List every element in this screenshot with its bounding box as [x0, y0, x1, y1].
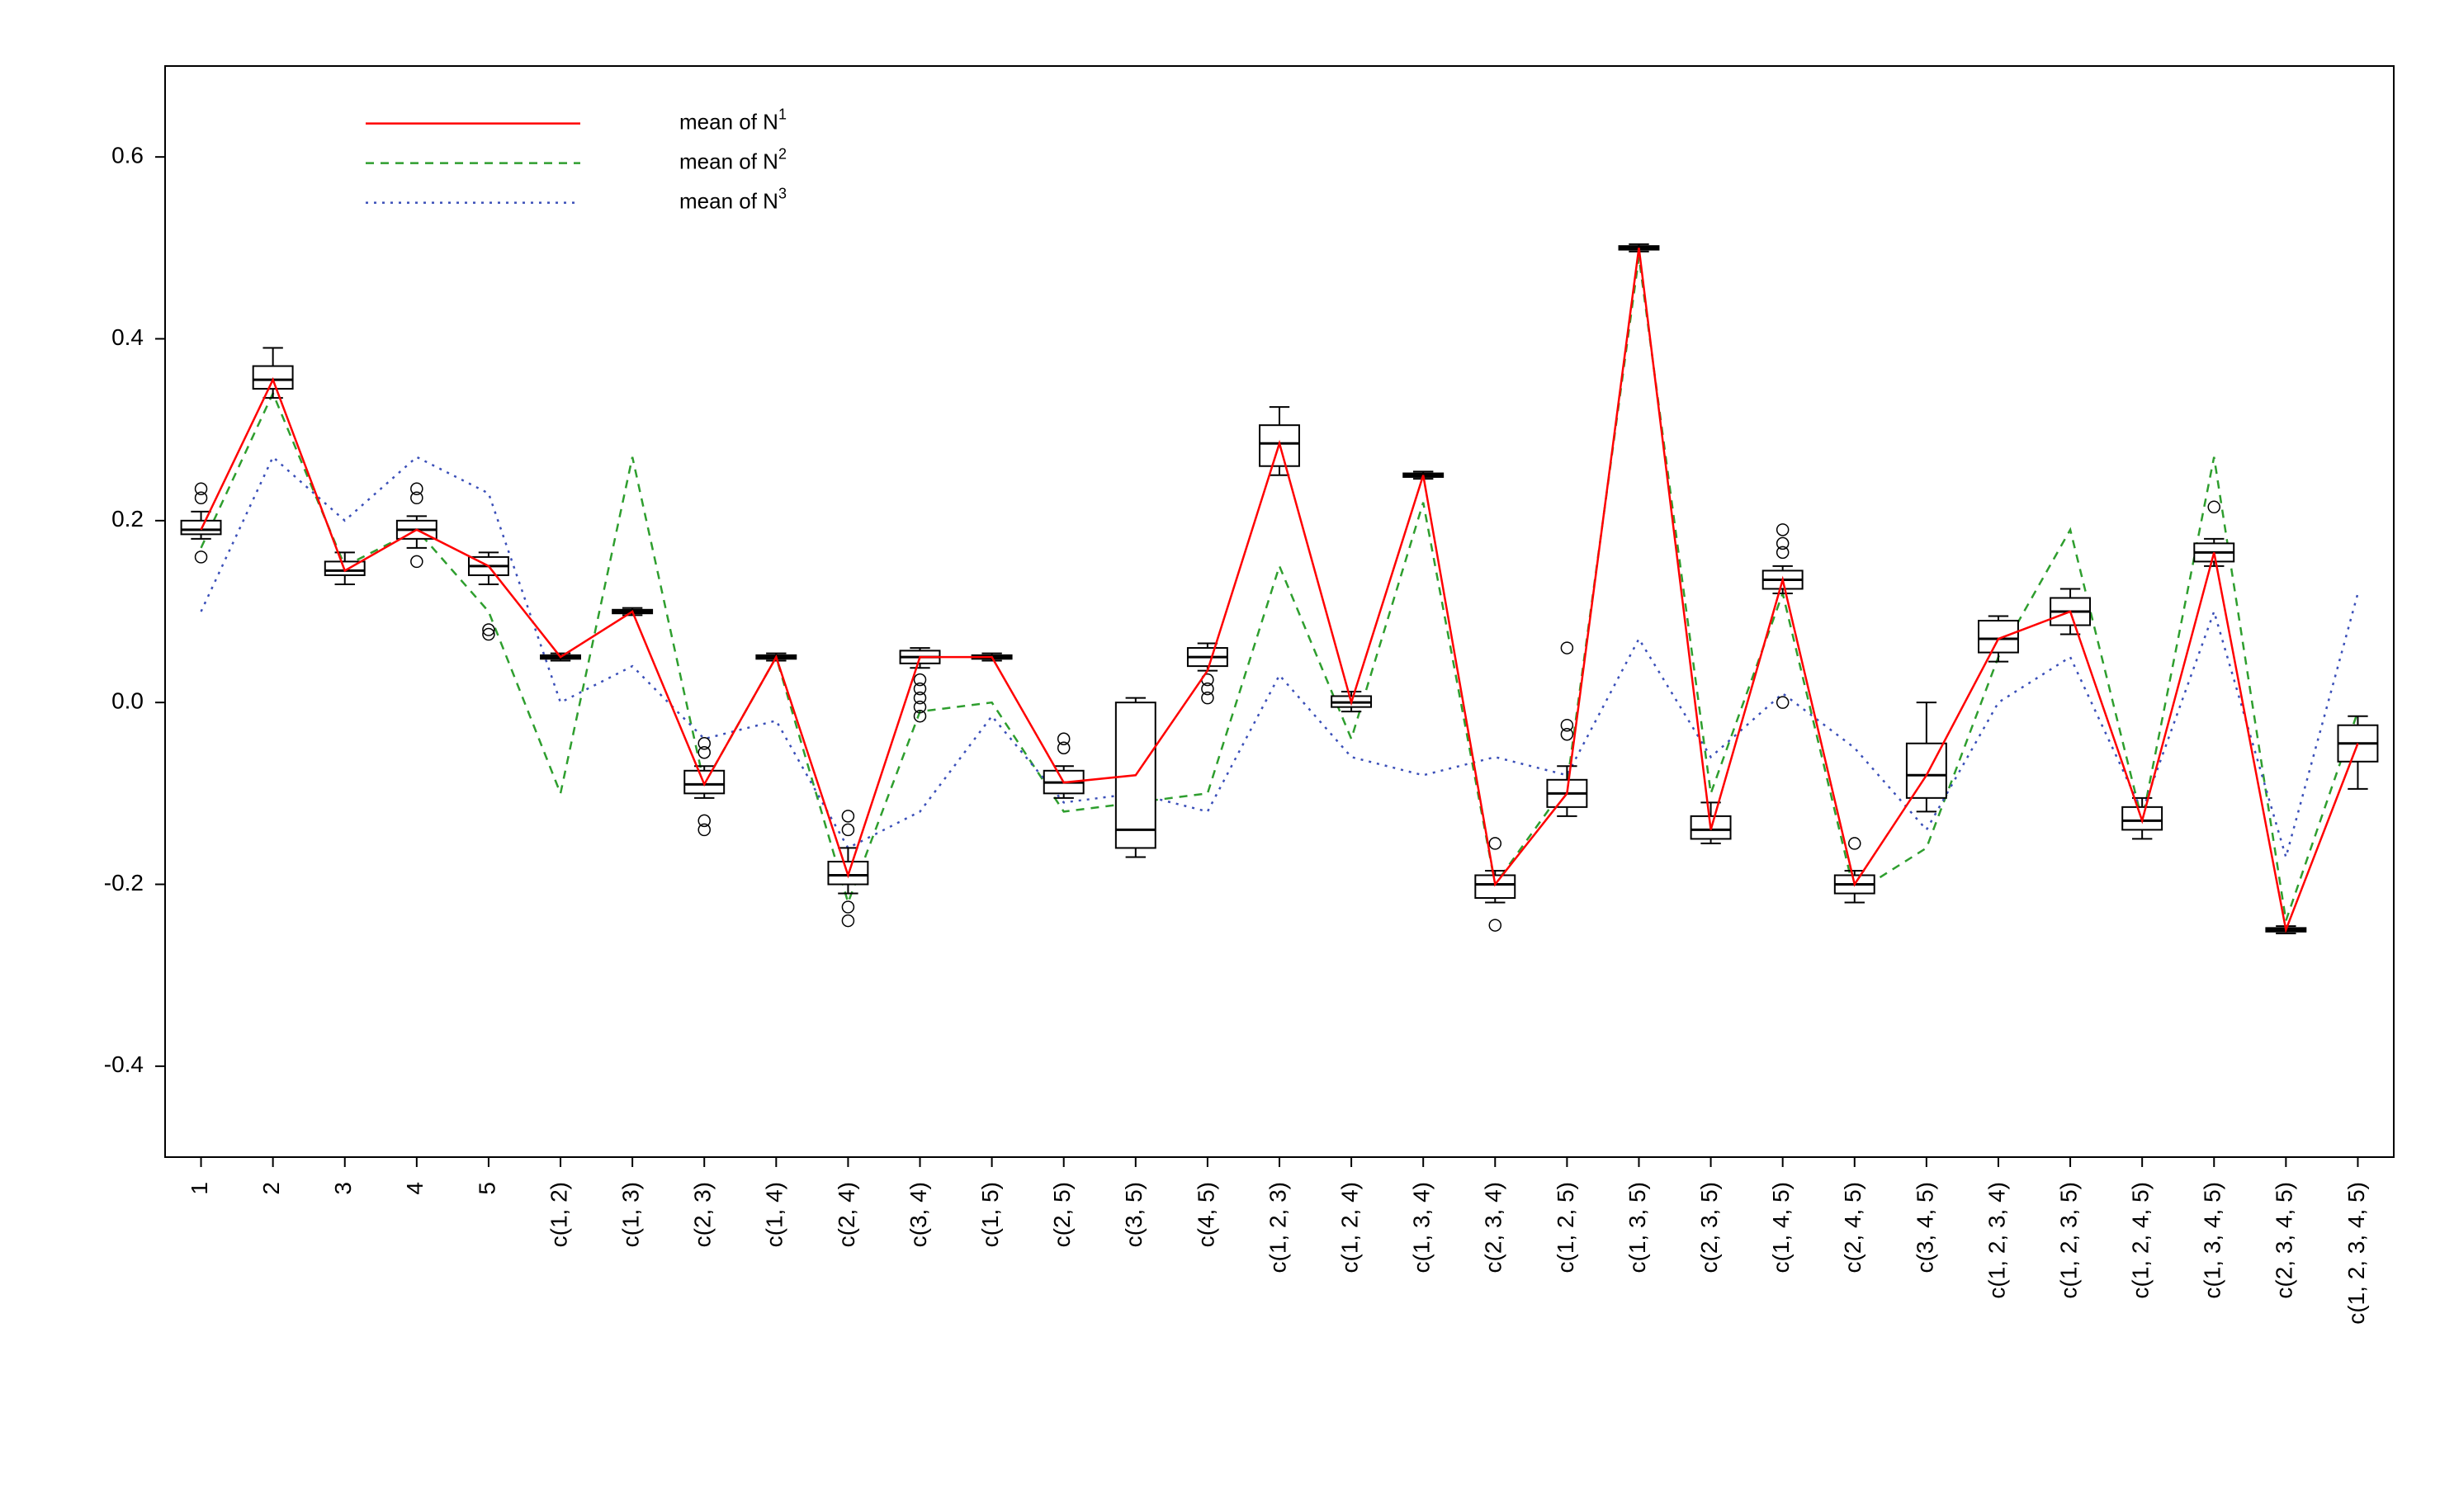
x-tick-label: c(2, 5) — [1049, 1182, 1075, 1247]
x-tick-label: c(4, 5) — [1193, 1182, 1218, 1247]
x-tick-label: c(1, 5) — [977, 1182, 1003, 1247]
outlier-point — [842, 810, 854, 822]
outlier-point — [842, 824, 854, 835]
x-tick-label: c(1, 3, 4) — [1409, 1182, 1435, 1273]
outlier-point — [842, 915, 854, 927]
x-tick-label: 5 — [474, 1182, 499, 1195]
x-tick-label: c(2, 4, 5) — [1840, 1182, 1865, 1273]
outlier-point — [1561, 729, 1572, 740]
x-tick-label: c(2, 3, 4, 5) — [2272, 1182, 2297, 1299]
x-tick-label: 1 — [187, 1182, 212, 1195]
y-tick-label: 0.2 — [111, 506, 144, 532]
y-tick-label: 0.0 — [111, 688, 144, 714]
x-tick-label: c(1, 2, 4) — [1336, 1182, 1362, 1273]
x-tick-label: c(1, 3, 5) — [1624, 1182, 1650, 1273]
boxplot — [1763, 524, 1803, 708]
chart-container: -0.4 -0.2 0.0 0.2 0.4 0.6 1 2 3 4 5 c(1, 2) c(1, 3) c… — [0, 0, 2440, 1512]
outlier-point — [915, 674, 926, 686]
x-tick-label: c(1, 4) — [762, 1182, 787, 1247]
x-tick-label: 3 — [330, 1182, 356, 1195]
x-tick-label: c(1, 4, 5) — [1768, 1182, 1794, 1273]
boxplot — [1835, 838, 1875, 903]
x-tick-label: c(2, 4) — [834, 1182, 859, 1247]
series-line-N3 — [201, 457, 2358, 858]
outlier-point — [698, 815, 710, 826]
box — [1907, 744, 1946, 798]
x-tick-label: c(1, 2, 3, 4, 5) — [2343, 1182, 2369, 1325]
x-tick-label: c(1, 3) — [618, 1182, 644, 1247]
y-tick-label: -0.4 — [104, 1051, 144, 1077]
legend-label: mean of N2 — [679, 145, 787, 173]
x-tick-label: c(2, 3) — [690, 1182, 716, 1247]
boxplot — [1044, 733, 1084, 798]
legend-label: mean of N1 — [679, 106, 787, 134]
x-tick-label: c(1, 2, 3, 5) — [2055, 1182, 2081, 1299]
x-tick-label: c(3, 4, 5) — [1912, 1182, 1937, 1273]
x-tick-label: c(3, 5) — [1121, 1182, 1147, 1247]
series-line-N2 — [201, 257, 2358, 920]
x-tick-label: c(3, 4) — [906, 1182, 931, 1247]
x-tick-label: 2 — [258, 1182, 284, 1195]
boxplot — [253, 348, 293, 399]
outlier-point — [915, 692, 926, 704]
y-tick-label: -0.2 — [104, 870, 144, 895]
outlier-point — [1777, 546, 1789, 558]
outlier-point — [1202, 683, 1213, 695]
boxplot — [1188, 644, 1227, 704]
x-tick-label: c(1, 3, 4, 5) — [2200, 1182, 2225, 1299]
outlier-point — [1058, 733, 1070, 744]
outlier-point — [196, 551, 207, 563]
x-tick-label: c(2, 3, 4) — [1481, 1182, 1506, 1273]
outlier-point — [1777, 537, 1789, 549]
x-tick-label: c(1, 2, 4, 5) — [2128, 1182, 2154, 1299]
series-line-N1 — [201, 248, 2358, 929]
outlier-point — [1777, 697, 1789, 708]
outlier-point — [2208, 501, 2220, 513]
outlier-point — [411, 555, 423, 567]
y-tick-label: 0.4 — [111, 324, 144, 350]
legend-label: mean of N3 — [679, 185, 787, 213]
box — [1979, 621, 2018, 653]
boxplot — [397, 483, 437, 567]
x-tick-label: c(1, 2, 3) — [1265, 1182, 1290, 1273]
boxplot-line-chart: -0.4 -0.2 0.0 0.2 0.4 0.6 1 2 3 4 5 c(1, 2) c(1, 3) c… — [0, 0, 2440, 1512]
x-tick-label: 4 — [402, 1182, 428, 1195]
outlier-point — [1202, 692, 1213, 704]
outlier-point — [1849, 838, 1861, 849]
outlier-point — [411, 483, 423, 494]
y-tick-label: 0.6 — [111, 143, 144, 168]
outlier-point — [196, 483, 207, 494]
outlier-point — [1489, 838, 1501, 849]
outlier-point — [698, 738, 710, 749]
outlier-point — [1561, 720, 1572, 731]
boxplot — [828, 810, 868, 927]
outlier-point — [196, 492, 207, 503]
outlier-point — [1561, 642, 1572, 654]
x-tick-label: c(1, 2, 3, 4) — [1984, 1182, 2009, 1299]
x-tick-label: c(1, 2, 5) — [1553, 1182, 1578, 1273]
outlier-point — [698, 824, 710, 835]
outlier-point — [1489, 919, 1501, 931]
boxplot — [182, 483, 221, 563]
outlier-point — [698, 747, 710, 758]
outlier-point — [1058, 742, 1070, 754]
outlier-point — [411, 492, 423, 503]
outlier-point — [1777, 524, 1789, 536]
x-tick-label: c(1, 2) — [546, 1182, 571, 1247]
outlier-point — [915, 683, 926, 695]
x-tick-label: c(2, 3, 5) — [1696, 1182, 1722, 1273]
outlier-point — [842, 901, 854, 913]
